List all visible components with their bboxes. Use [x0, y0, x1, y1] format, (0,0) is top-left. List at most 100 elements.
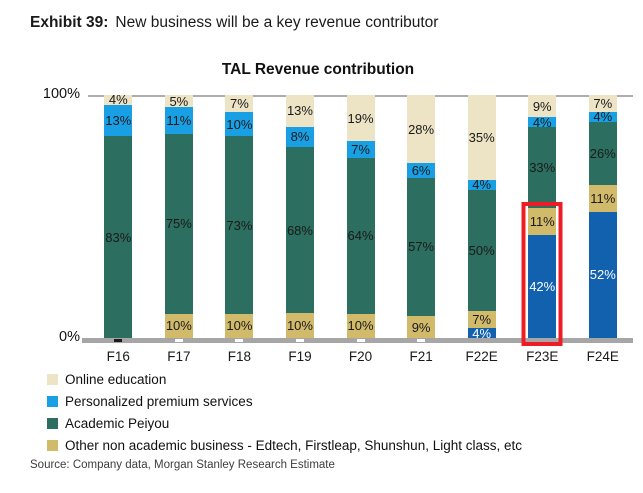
- segment-f17: 5%: [164, 95, 193, 108]
- segment-value-label: 75%: [165, 216, 192, 232]
- segment-value-label: 10%: [226, 318, 253, 334]
- segment-f23e: 4%: [528, 116, 557, 129]
- segment-f16: 83%: [104, 136, 133, 338]
- bar-slot-f23e: 42% 11% 33% 4% 9%: [512, 95, 573, 346]
- chart-title: TAL Revenue contribution: [221, 61, 415, 78]
- zero-value-dash: [235, 339, 244, 342]
- segment-value-label: 4%: [472, 177, 492, 193]
- zero-value-dash: [295, 339, 304, 342]
- bar-f19: 10% 68% 8% 13%: [285, 95, 314, 342]
- segment-value-label: 4%: [108, 92, 128, 108]
- segment-value-label: 11%: [590, 190, 616, 206]
- segment-value-label: 10%: [226, 116, 253, 132]
- segment-value-label: 13%: [105, 113, 132, 129]
- segment-value-label: 4%: [593, 109, 613, 125]
- segment-f23e: 42%: [528, 234, 557, 338]
- segment-value-label: 83%: [105, 229, 132, 245]
- zero-value-dash: [114, 339, 123, 342]
- bar-f18: 10% 73% 10% 7%: [225, 95, 254, 342]
- x-axis-tick-labels: F16 F17 F18 F19 F20 F21 F22E F23E F24E: [88, 349, 633, 364]
- x-tick-label-f22e: F22E: [465, 349, 498, 364]
- segment-value-label: 7%: [351, 142, 370, 158]
- bar-slot-f16: 83% 13% 4%: [88, 92, 149, 342]
- x-tick-label-f20: F20: [348, 349, 373, 364]
- segment-f21: 9%: [407, 316, 436, 338]
- zero-value-dash: [417, 339, 426, 342]
- segment-value-label: 4%: [472, 325, 492, 341]
- legend-swatch-icon: [47, 373, 58, 385]
- segment-value-label: 7%: [472, 312, 492, 328]
- bar-f21: 9% 57% 6% 28%: [407, 95, 436, 342]
- exhibit-number: Exhibit 39:: [30, 14, 109, 31]
- segment-f20: 19%: [346, 95, 375, 142]
- legend-swatch-icon: [47, 417, 58, 429]
- zero-value-dash: [356, 339, 365, 342]
- segment-value-label: 8%: [290, 129, 310, 145]
- segment-value-label: 35%: [468, 130, 495, 146]
- segment-value-label: 68%: [286, 222, 313, 238]
- segment-value-label: 11%: [166, 112, 192, 128]
- legend-swatch-icon: [47, 439, 58, 451]
- segment-value-label: 64%: [347, 228, 374, 244]
- bar-slot-f19: 10% 68% 8% 13%: [270, 95, 331, 342]
- segment-value-label: 7%: [230, 96, 249, 112]
- segment-f23e: 9%: [528, 95, 557, 118]
- segment-f24e: 4%: [588, 109, 617, 125]
- segment-f22e: 4%: [467, 177, 496, 193]
- bar-f22e: 4% 7% 50% 4% 35%: [467, 95, 496, 341]
- segment-value-label: 42%: [529, 278, 556, 294]
- segment-value-label: 73%: [226, 217, 253, 233]
- legend-item-1: Personalized premium services: [47, 390, 522, 412]
- segment-f24e: 52%: [588, 211, 617, 338]
- segment-f23e: 11%: [528, 207, 557, 235]
- segment-f20: 64%: [346, 158, 375, 314]
- bar-f17: 10% 75% 11% 5%: [164, 95, 193, 342]
- segment-f19: 10%: [285, 313, 314, 338]
- bar-slot-f24e: 52% 11% 26% 4% 7%: [573, 95, 634, 338]
- bar-slot-f17: 10% 75% 11% 5%: [149, 95, 210, 342]
- segment-value-label: 19%: [347, 110, 374, 126]
- plot-area: 83% 13% 4% 10% 75% 11% 5% 10% 73% 10% 7% 10% 68% 8% 13…: [82, 92, 634, 346]
- segment-value-label: 7%: [593, 96, 613, 112]
- x-tick-label-f18: F18: [227, 349, 252, 364]
- segment-value-label: 10%: [347, 318, 374, 334]
- bar-f20: 10% 64% 7% 19%: [346, 95, 375, 342]
- segment-f23e: 33%: [528, 126, 557, 208]
- bar-slot-f20: 10% 64% 7% 19%: [330, 95, 391, 342]
- bar-series-container: 83% 13% 4% 10% 75% 11% 5% 10% 73% 10% 7% 10% 68% 8% 13…: [88, 92, 634, 346]
- segment-value-label: 57%: [408, 239, 435, 255]
- segment-f22e: 50%: [467, 189, 496, 312]
- segment-f21: 28%: [407, 95, 436, 164]
- x-tick-label-f23e: F23E: [526, 349, 559, 364]
- x-tick-label-f21: F21: [409, 349, 433, 364]
- segment-value-label: 13%: [286, 103, 313, 119]
- segment-f20: 7%: [346, 141, 375, 159]
- segment-f18: 10%: [225, 313, 254, 338]
- segment-f22e: 35%: [467, 95, 496, 181]
- segment-f17: 10%: [164, 313, 193, 338]
- segment-value-label: 28%: [408, 121, 435, 137]
- bar-f23e: 42% 11% 33% 4% 9%: [528, 95, 557, 338]
- legend-label: Online education: [65, 371, 167, 387]
- segment-value-label: 9%: [411, 319, 431, 335]
- segment-f18: 7%: [225, 95, 254, 113]
- bar-slot-f22e: 4% 7% 50% 4% 35%: [451, 95, 512, 341]
- segment-f21: 57%: [407, 177, 436, 317]
- segment-f20: 10%: [346, 313, 375, 338]
- legend: Online education Personalized premium ser…: [47, 368, 522, 456]
- bar-slot-f18: 10% 73% 10% 7%: [209, 95, 270, 342]
- bar-slot-f21: 9% 57% 6% 28%: [391, 95, 452, 342]
- segment-f22e: 7%: [467, 311, 496, 329]
- exhibit-title: New business will be a key revenue contr…: [115, 14, 439, 31]
- segment-f17: 11%: [164, 107, 193, 134]
- bar-f24e: 52% 11% 26% 4% 7%: [588, 95, 617, 338]
- y-axis-label-0: 0%: [59, 329, 80, 345]
- legend-item-2: Academic Peiyou: [47, 412, 522, 434]
- x-tick-label-f24e: F24E: [586, 349, 619, 364]
- x-tick-label-f17: F17: [167, 349, 191, 364]
- legend-label: Other non academic business - Edtech, Fi…: [65, 437, 522, 453]
- legend-swatch-icon: [47, 395, 58, 407]
- source-note: Source: Company data, Morgan Stanley Res…: [30, 459, 335, 471]
- segment-f16: 4%: [104, 92, 133, 108]
- segment-value-label: 10%: [286, 318, 313, 334]
